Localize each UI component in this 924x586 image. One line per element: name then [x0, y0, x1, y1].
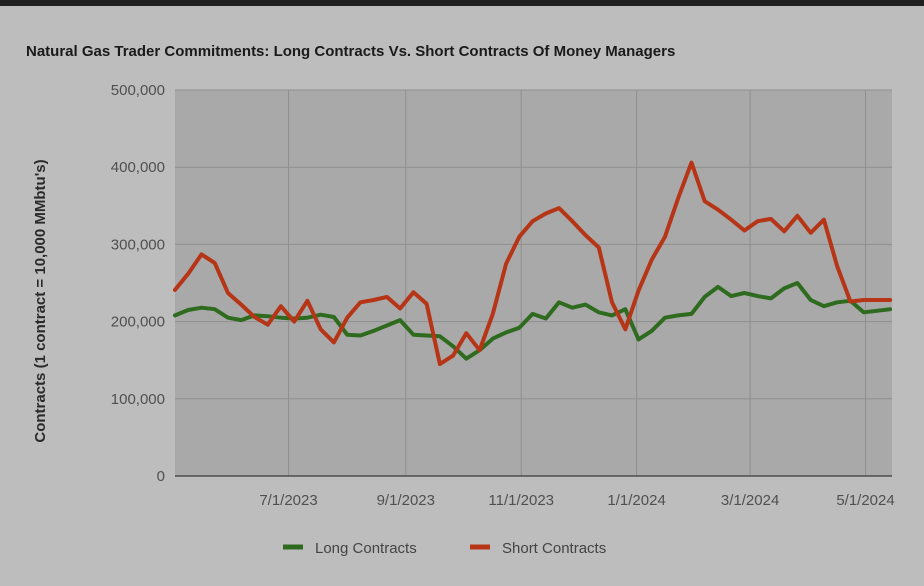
- y-tick-label: 0: [157, 468, 165, 485]
- x-tick-label: 9/1/2023: [377, 492, 435, 509]
- x-tick-label: 7/1/2023: [259, 492, 317, 509]
- y-tick-label: 200,000: [111, 314, 165, 331]
- x-tick-label: 5/1/2024: [836, 492, 894, 509]
- y-tick-label: 100,000: [111, 391, 165, 408]
- x-tick-label: 1/1/2024: [607, 492, 665, 509]
- chart-title: Natural Gas Trader Commitments: Long Con…: [26, 43, 676, 60]
- plot-area: [175, 90, 892, 476]
- x-tick-label: 3/1/2024: [721, 492, 779, 509]
- y-axis-label: Contracts (1 contract = 10,000 MMbtu's): [32, 159, 49, 442]
- x-tick-label: 11/1/2023: [488, 492, 554, 509]
- series-line-short-contracts: [173, 160, 893, 367]
- legend-label: Short Contracts: [502, 540, 606, 557]
- legend-label: Long Contracts: [315, 540, 417, 557]
- y-tick-label: 300,000: [111, 236, 165, 253]
- y-tick-label: 500,000: [111, 82, 165, 99]
- y-tick-label: 400,000: [111, 159, 165, 176]
